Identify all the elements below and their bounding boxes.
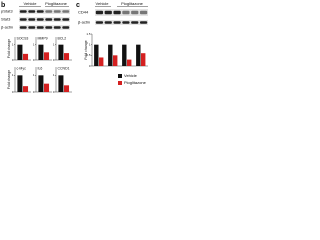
y-tick-label: 0 xyxy=(33,58,35,62)
y-tick-label: 1 xyxy=(12,73,14,77)
chart-title: IL6 xyxy=(38,66,43,70)
bar xyxy=(94,44,99,66)
y-tick-label: 0 xyxy=(12,90,14,94)
blot-band xyxy=(19,18,27,21)
blot-band xyxy=(53,26,61,29)
blot-label: Stat3 xyxy=(1,17,11,22)
blot-band xyxy=(36,26,44,29)
blot-band xyxy=(122,10,130,15)
blot-band xyxy=(36,10,44,13)
chart-title: SOCS3 xyxy=(17,36,29,40)
chart-title: MMP9 xyxy=(38,36,48,40)
blot-band xyxy=(45,26,53,29)
y-tick-label: 0 xyxy=(53,90,55,94)
blot-label: β-actin xyxy=(1,25,13,30)
blot-band xyxy=(95,10,104,15)
bar xyxy=(122,44,127,66)
legend-swatch xyxy=(118,74,122,78)
bar xyxy=(17,75,23,92)
y-tick-label: 0 xyxy=(89,64,91,68)
y-axis-label: Fold change xyxy=(84,40,88,59)
bar xyxy=(38,75,44,92)
blot-band xyxy=(62,18,70,21)
blot-band xyxy=(104,21,112,24)
blot-background xyxy=(19,25,70,30)
y-tick-label: 1 xyxy=(33,73,35,77)
bar xyxy=(23,53,29,60)
blot-band xyxy=(131,10,139,15)
bar xyxy=(23,86,29,92)
blot-band xyxy=(104,10,112,15)
bar xyxy=(58,44,64,60)
blot-label: CD44 xyxy=(78,10,89,15)
y-tick-label: 0.5 xyxy=(86,53,91,57)
blot-band xyxy=(113,21,121,24)
blot-band xyxy=(122,21,130,24)
blot-band xyxy=(139,21,148,24)
chart-title: CCND1 xyxy=(58,66,70,70)
y-axis-label: Fold change xyxy=(7,39,11,58)
bar xyxy=(113,55,118,66)
blot-background xyxy=(95,9,148,16)
blot-band xyxy=(28,26,36,29)
bar xyxy=(136,44,141,66)
y-tick-label: 1 xyxy=(53,73,55,77)
blot-band xyxy=(62,10,70,13)
y-tick-label: 0 xyxy=(12,58,14,62)
bar xyxy=(141,53,146,66)
blot-band xyxy=(19,10,27,13)
y-tick-label: 1 xyxy=(12,42,14,46)
y-tick-label: 0 xyxy=(33,90,35,94)
panel-letter: b xyxy=(1,2,5,9)
page: b c Vehicle Pioglitazone pStat3 Stat3 β-acti… xyxy=(0,0,320,100)
group-header: Vehicle xyxy=(96,1,110,6)
blot-band xyxy=(62,26,70,29)
legend-label: Vehicle xyxy=(124,73,138,78)
group-header: Vehicle xyxy=(24,1,38,6)
bar xyxy=(64,53,70,60)
y-tick-label: 1 xyxy=(89,42,91,46)
bar xyxy=(44,52,50,60)
blot-band xyxy=(95,21,104,24)
bar xyxy=(127,59,132,66)
bar xyxy=(38,44,44,60)
blot-band xyxy=(19,26,27,29)
y-axis-label: Fold change xyxy=(7,70,11,89)
bar xyxy=(58,75,64,92)
y-tick-label: 1.5 xyxy=(86,32,91,36)
group-header: Pioglitazone xyxy=(45,1,68,6)
legend-label: Pioglitazone xyxy=(124,80,147,85)
legend-swatch xyxy=(118,81,122,85)
bar xyxy=(108,44,113,66)
blot-background xyxy=(19,17,70,22)
blot-band xyxy=(139,10,148,15)
bar xyxy=(44,83,50,92)
blot-label: pStat3 xyxy=(1,9,13,14)
blot-band xyxy=(28,10,36,13)
chart-title: BCL2 xyxy=(58,36,67,40)
bar xyxy=(64,85,70,92)
panel-letter: c xyxy=(76,2,80,9)
group-header: Pioglitazone xyxy=(121,1,144,6)
y-tick-label: 1 xyxy=(33,42,35,46)
bar xyxy=(99,57,104,66)
blot-background xyxy=(95,20,148,25)
bar xyxy=(17,44,23,60)
blot-band xyxy=(113,10,121,15)
blot-band xyxy=(53,10,61,13)
blot-band xyxy=(45,10,53,13)
blot-band xyxy=(53,18,61,21)
y-tick-label: 0 xyxy=(53,58,55,62)
blot-band xyxy=(45,18,53,21)
blot-band xyxy=(131,21,139,24)
blot-band xyxy=(36,18,44,21)
figure: b c Vehicle Pioglitazone pStat3 Stat3 β-acti… xyxy=(1,1,148,94)
blot-background xyxy=(19,9,70,14)
y-tick-label: 1 xyxy=(53,42,55,46)
blot-label: β-actin xyxy=(78,20,90,25)
chart-title: c-Myc xyxy=(17,66,27,70)
blot-band xyxy=(28,18,36,21)
